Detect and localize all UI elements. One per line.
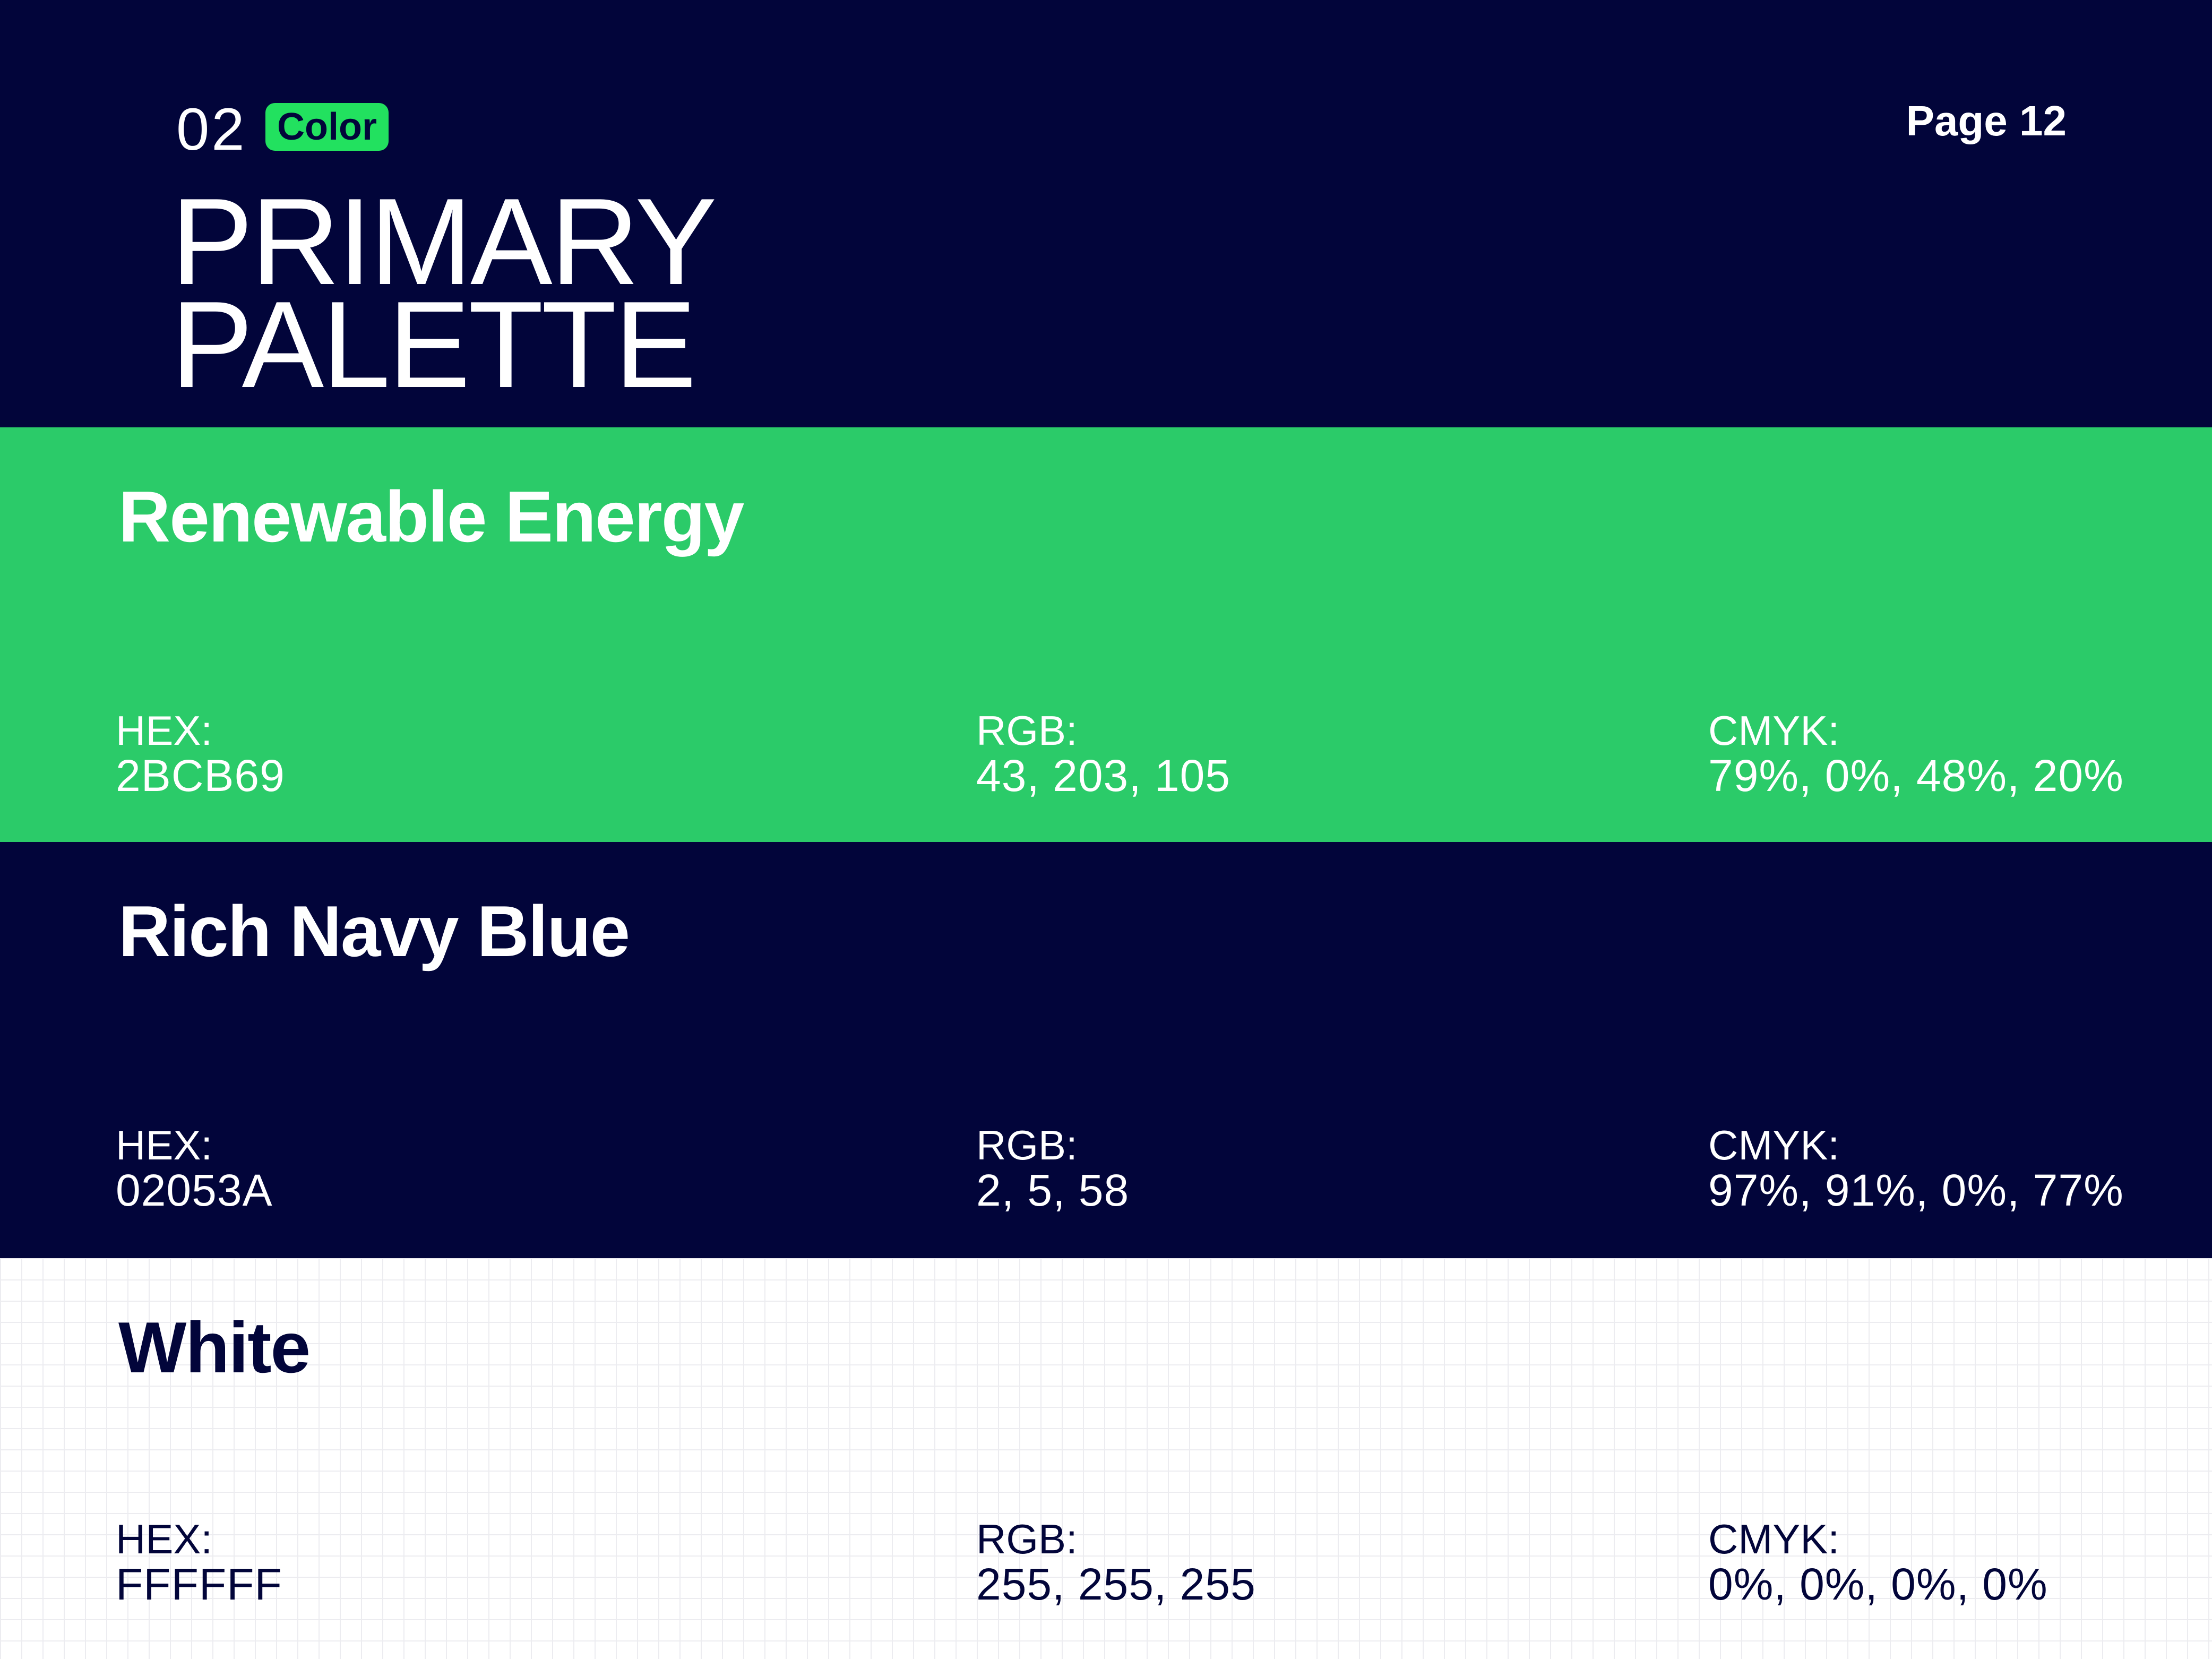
- cmyk-value: 97%, 91%, 0%, 77%: [1708, 1165, 2124, 1215]
- rgb-value: 255, 255, 255: [976, 1559, 1256, 1609]
- hex-label: HEX:: [116, 1122, 213, 1168]
- hex-value: FFFFFF: [116, 1559, 282, 1609]
- cmyk-label: CMYK:: [1708, 1516, 1840, 1562]
- hex-label: HEX:: [116, 1516, 213, 1562]
- rgb-label: RGB:: [976, 1516, 1078, 1562]
- cmyk-label: CMYK:: [1708, 707, 1840, 754]
- rgb-value: 2, 5, 58: [976, 1165, 1130, 1215]
- hex-value: 02053A: [116, 1165, 273, 1215]
- cmyk-label: CMYK:: [1708, 1122, 1840, 1168]
- rgb-label: RGB:: [976, 707, 1078, 754]
- color-name: Renewable Energy: [118, 476, 744, 557]
- rgb-value: 43, 203, 105: [976, 751, 1231, 801]
- cmyk-value: 0%, 0%, 0%, 0%: [1708, 1559, 2048, 1609]
- page-number: Page 12: [1906, 97, 2067, 144]
- cmyk-value: 79%, 0%, 48%, 20%: [1708, 751, 2124, 801]
- color-name: White: [118, 1307, 311, 1388]
- color-swatch: Rich Navy Blue HEX: 02053A RGB: 2, 5, 58 CMYK…: [0, 842, 2212, 1258]
- hex-label: HEX:: [116, 707, 213, 754]
- title-line: PALETTE: [171, 276, 696, 414]
- section-number: 02: [176, 96, 247, 162]
- color-swatch: Renewable Energy HEX: 2BCB69 RGB: 43, 203, 1…: [0, 427, 2212, 842]
- title-line: PRIMARY: [171, 173, 717, 311]
- hex-value: 2BCB69: [116, 751, 285, 801]
- section-tag: Color: [265, 103, 389, 151]
- color-name: Rich Navy Blue: [118, 891, 630, 972]
- header: 02 Color PRIMARY PALETTE Page 12: [0, 0, 2212, 427]
- color-swatch: White HEX: FFFFFF RGB: 255, 255, 255 CMYK: 0%,…: [0, 1258, 2212, 1659]
- rgb-label: RGB:: [976, 1122, 1078, 1168]
